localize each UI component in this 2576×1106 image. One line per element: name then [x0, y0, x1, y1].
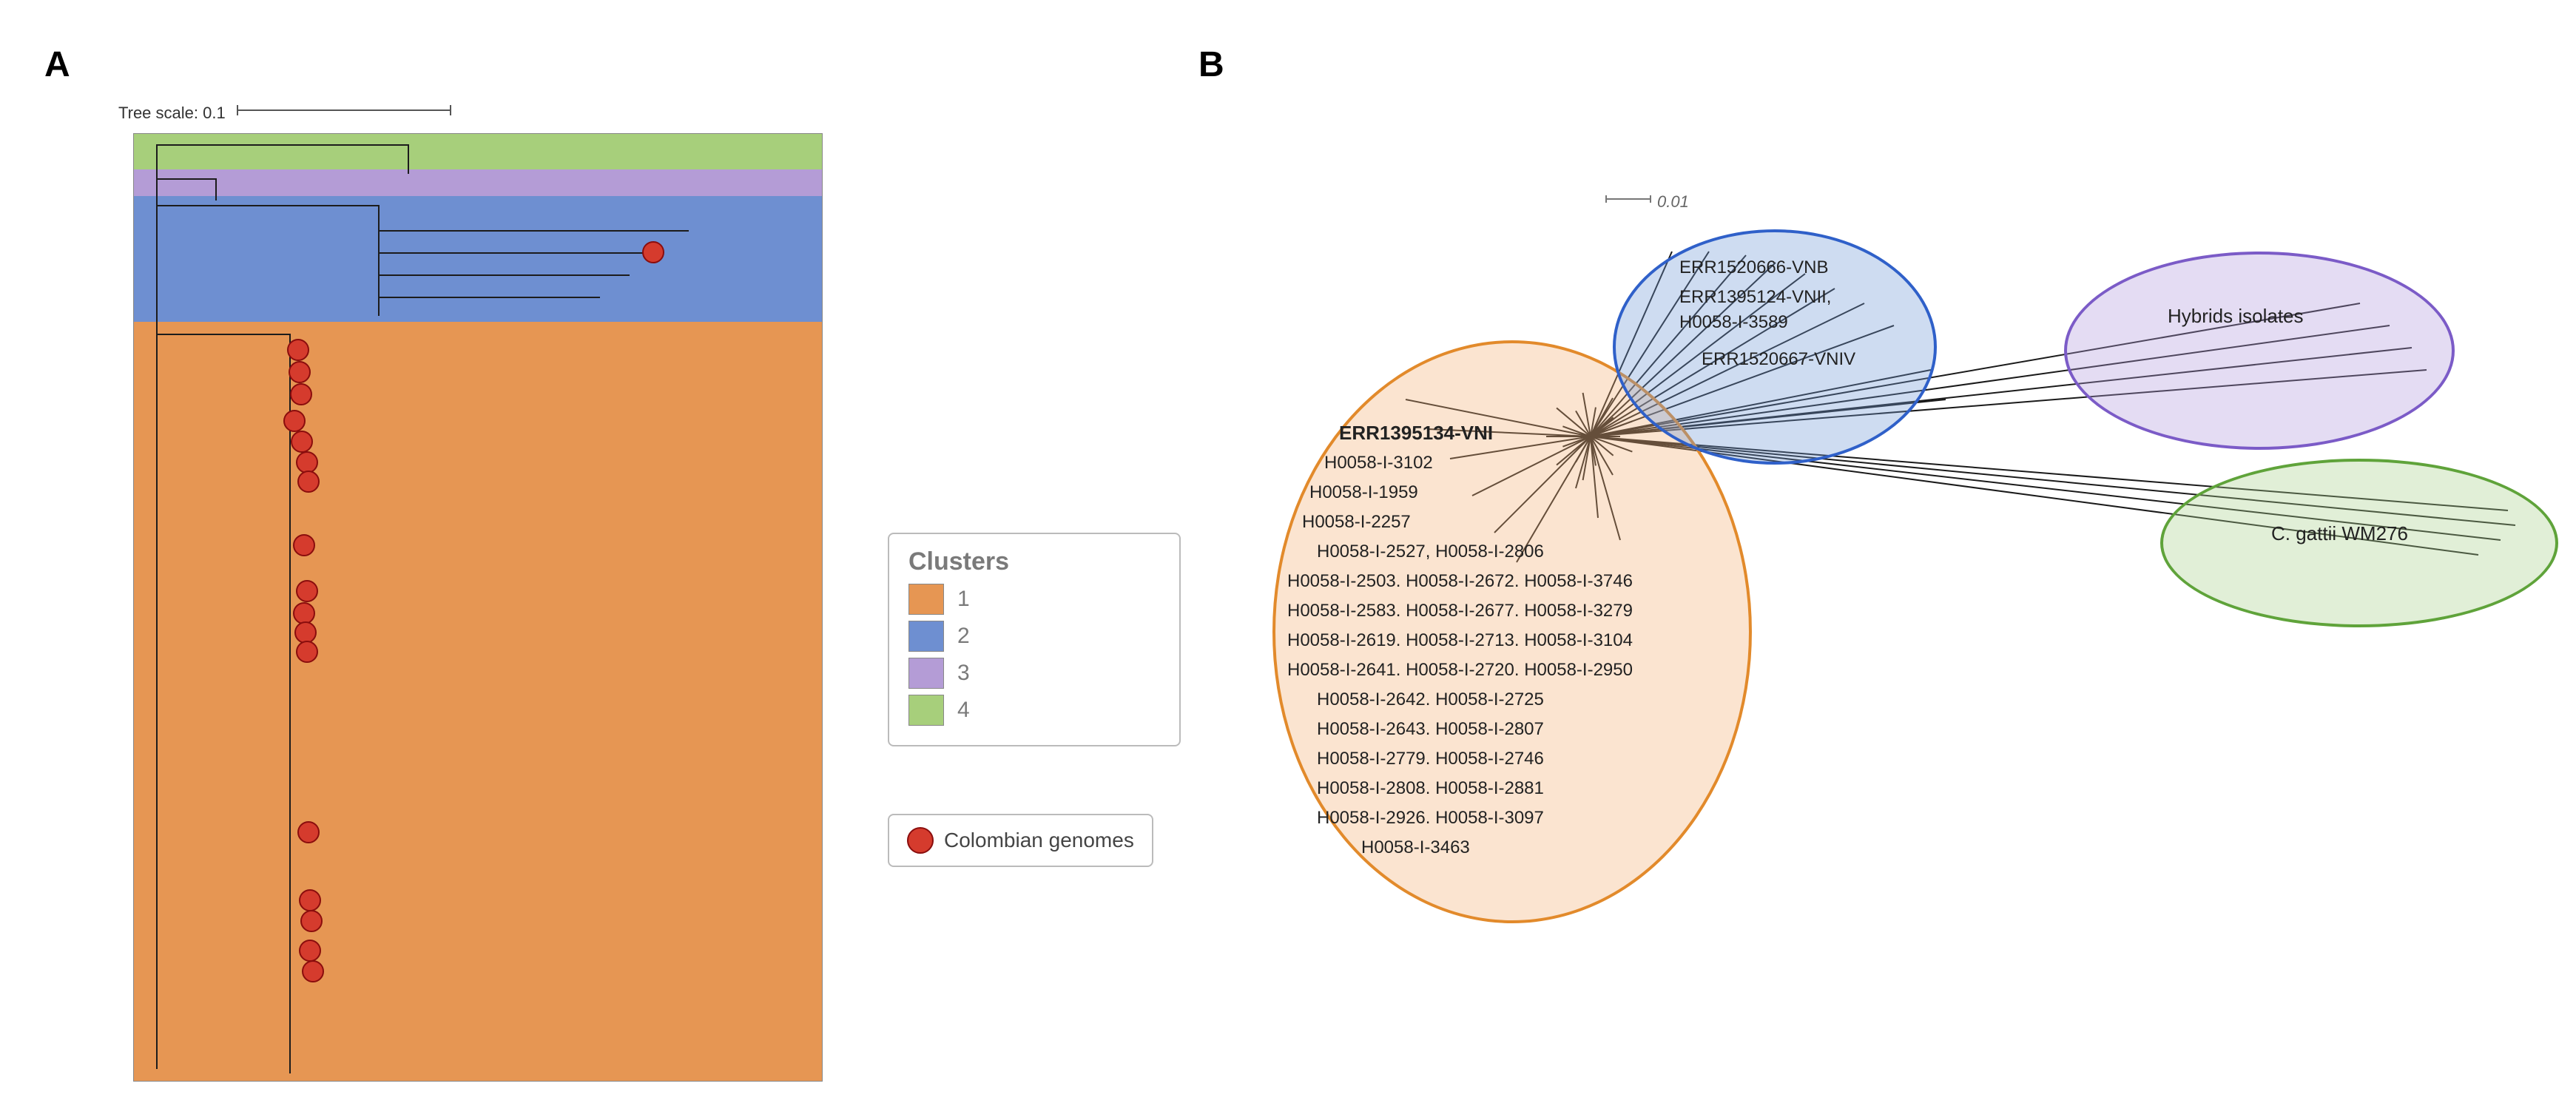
- tree-branch: [156, 334, 289, 335]
- label-vnii: ERR1395124-VNII,: [1679, 286, 1831, 309]
- legend-swatch: [908, 658, 944, 689]
- legend-cluster-number: 2: [957, 624, 970, 649]
- label-hybrids: Hybrids isolates: [2168, 303, 2304, 329]
- isolate-label: H0058-I-2619. H0058-I-2713. H0058-I-3104: [1287, 629, 1633, 653]
- isolate-label: H0058-I-2527, H0058-I-2806: [1317, 540, 1544, 564]
- cluster-band: [134, 322, 822, 1081]
- tree-branch: [408, 144, 409, 174]
- tree-branch: [215, 178, 217, 200]
- isolate-label: H0058-I-2779. H0058-I-2746: [1317, 747, 1544, 771]
- isolate-label: H0058-I-2808. H0058-I-2881: [1317, 777, 1544, 800]
- isolate-label: H0058-I-1959: [1309, 481, 1418, 505]
- cluster-band: [134, 169, 822, 196]
- colombian-genome-dot: [300, 910, 323, 932]
- colombian-genome-dot: [287, 339, 309, 361]
- legend-cluster-number: 1: [957, 587, 970, 612]
- isolate-label: H0058-I-2641. H0058-I-2720. H0058-I-2950: [1287, 658, 1633, 682]
- legend-colombian: Colombian genomes: [888, 814, 1153, 867]
- legend-cluster-row: 3: [908, 658, 1160, 689]
- colombian-dot-icon: [907, 827, 934, 854]
- colombian-genome-dot: [289, 361, 311, 383]
- tree-branch: [156, 205, 378, 206]
- legend-cluster-row: 4: [908, 695, 1160, 726]
- label-vniv: ERR1520667-VNIV: [1702, 348, 1855, 371]
- isolate-label: H0058-I-2926. H0058-I-3097: [1317, 806, 1544, 830]
- cluster-band: [134, 196, 822, 322]
- legend-colombian-label: Colombian genomes: [944, 829, 1134, 852]
- label-vnb: ERR1520666-VNB: [1679, 256, 1828, 280]
- tree-branch: [156, 144, 408, 146]
- tree-branch: [378, 230, 689, 232]
- colombian-genome-dot: [297, 471, 320, 493]
- legend-swatch: [908, 621, 944, 652]
- isolate-label: H0058-I-2257: [1302, 510, 1411, 534]
- isolate-label: H0058-I-2503. H0058-I-2672. H0058-I-3746: [1287, 570, 1633, 593]
- cluster-bubble-purple: [2064, 252, 2455, 450]
- colombian-genome-dot: [299, 940, 321, 962]
- label-vni: ERR1395134-VNI: [1339, 420, 1493, 446]
- colombian-genome-dot: [296, 641, 318, 663]
- legend-cluster-number: 3: [957, 661, 970, 686]
- isolate-label: H0058-I-2583. H0058-I-2677. H0058-I-3279: [1287, 599, 1633, 623]
- legend-cluster-row: 2: [908, 621, 1160, 652]
- tree-branch: [378, 274, 630, 276]
- colombian-genome-dot: [299, 889, 321, 911]
- tree-branch: [378, 297, 600, 298]
- legend-cluster-number: 4: [957, 698, 970, 723]
- colombian-genome-dot: [302, 960, 324, 982]
- tree-scale-bar: [237, 109, 451, 111]
- cluster-band: [134, 134, 822, 169]
- colombian-genome-dot: [296, 580, 318, 602]
- panel-label-b: B: [1198, 44, 1224, 85]
- legend-swatch: [908, 695, 944, 726]
- isolate-label: H0058-I-3102: [1324, 451, 1433, 475]
- colombian-genome-dot: [293, 534, 315, 556]
- label-gattii-wm: WM276: [2341, 522, 2408, 544]
- legend-swatch: [908, 584, 944, 615]
- colombian-genome-dot: [642, 241, 664, 263]
- tree-branch: [156, 178, 215, 180]
- colombian-genome-dot: [297, 821, 320, 843]
- isolate-label: H0058-I-2642. H0058-I-2725: [1317, 688, 1544, 712]
- panel-b-network: 0.01 ERR1520666-VNB ERR1395124-VNII, H00…: [1258, 104, 2530, 991]
- label-gattii-species: C. gattii: [2271, 522, 2341, 544]
- legend-clusters-title: Clusters: [908, 547, 1160, 576]
- tree-trunk: [156, 144, 158, 1069]
- tree-branch: [378, 205, 380, 316]
- panel-label-a: A: [44, 44, 70, 85]
- isolate-label: H0058-I-2643. H0058-I-2807: [1317, 718, 1544, 741]
- legend-cluster-row: 1: [908, 584, 1160, 615]
- label-h3589: H0058-I-3589: [1679, 311, 1788, 334]
- tree-branch: [378, 252, 659, 254]
- panel-a-tree: [133, 133, 823, 1082]
- label-gattii: C. gattii WM276: [2271, 521, 2408, 547]
- colombian-genome-dot: [291, 431, 313, 453]
- legend-clusters: Clusters 1 2 3 4: [888, 533, 1181, 746]
- tree-scale-label: Tree scale: 0.1: [118, 104, 226, 123]
- colombian-genome-dot: [290, 383, 312, 405]
- isolate-label: H0058-I-3463: [1361, 836, 1470, 860]
- colombian-genome-dot: [283, 410, 306, 432]
